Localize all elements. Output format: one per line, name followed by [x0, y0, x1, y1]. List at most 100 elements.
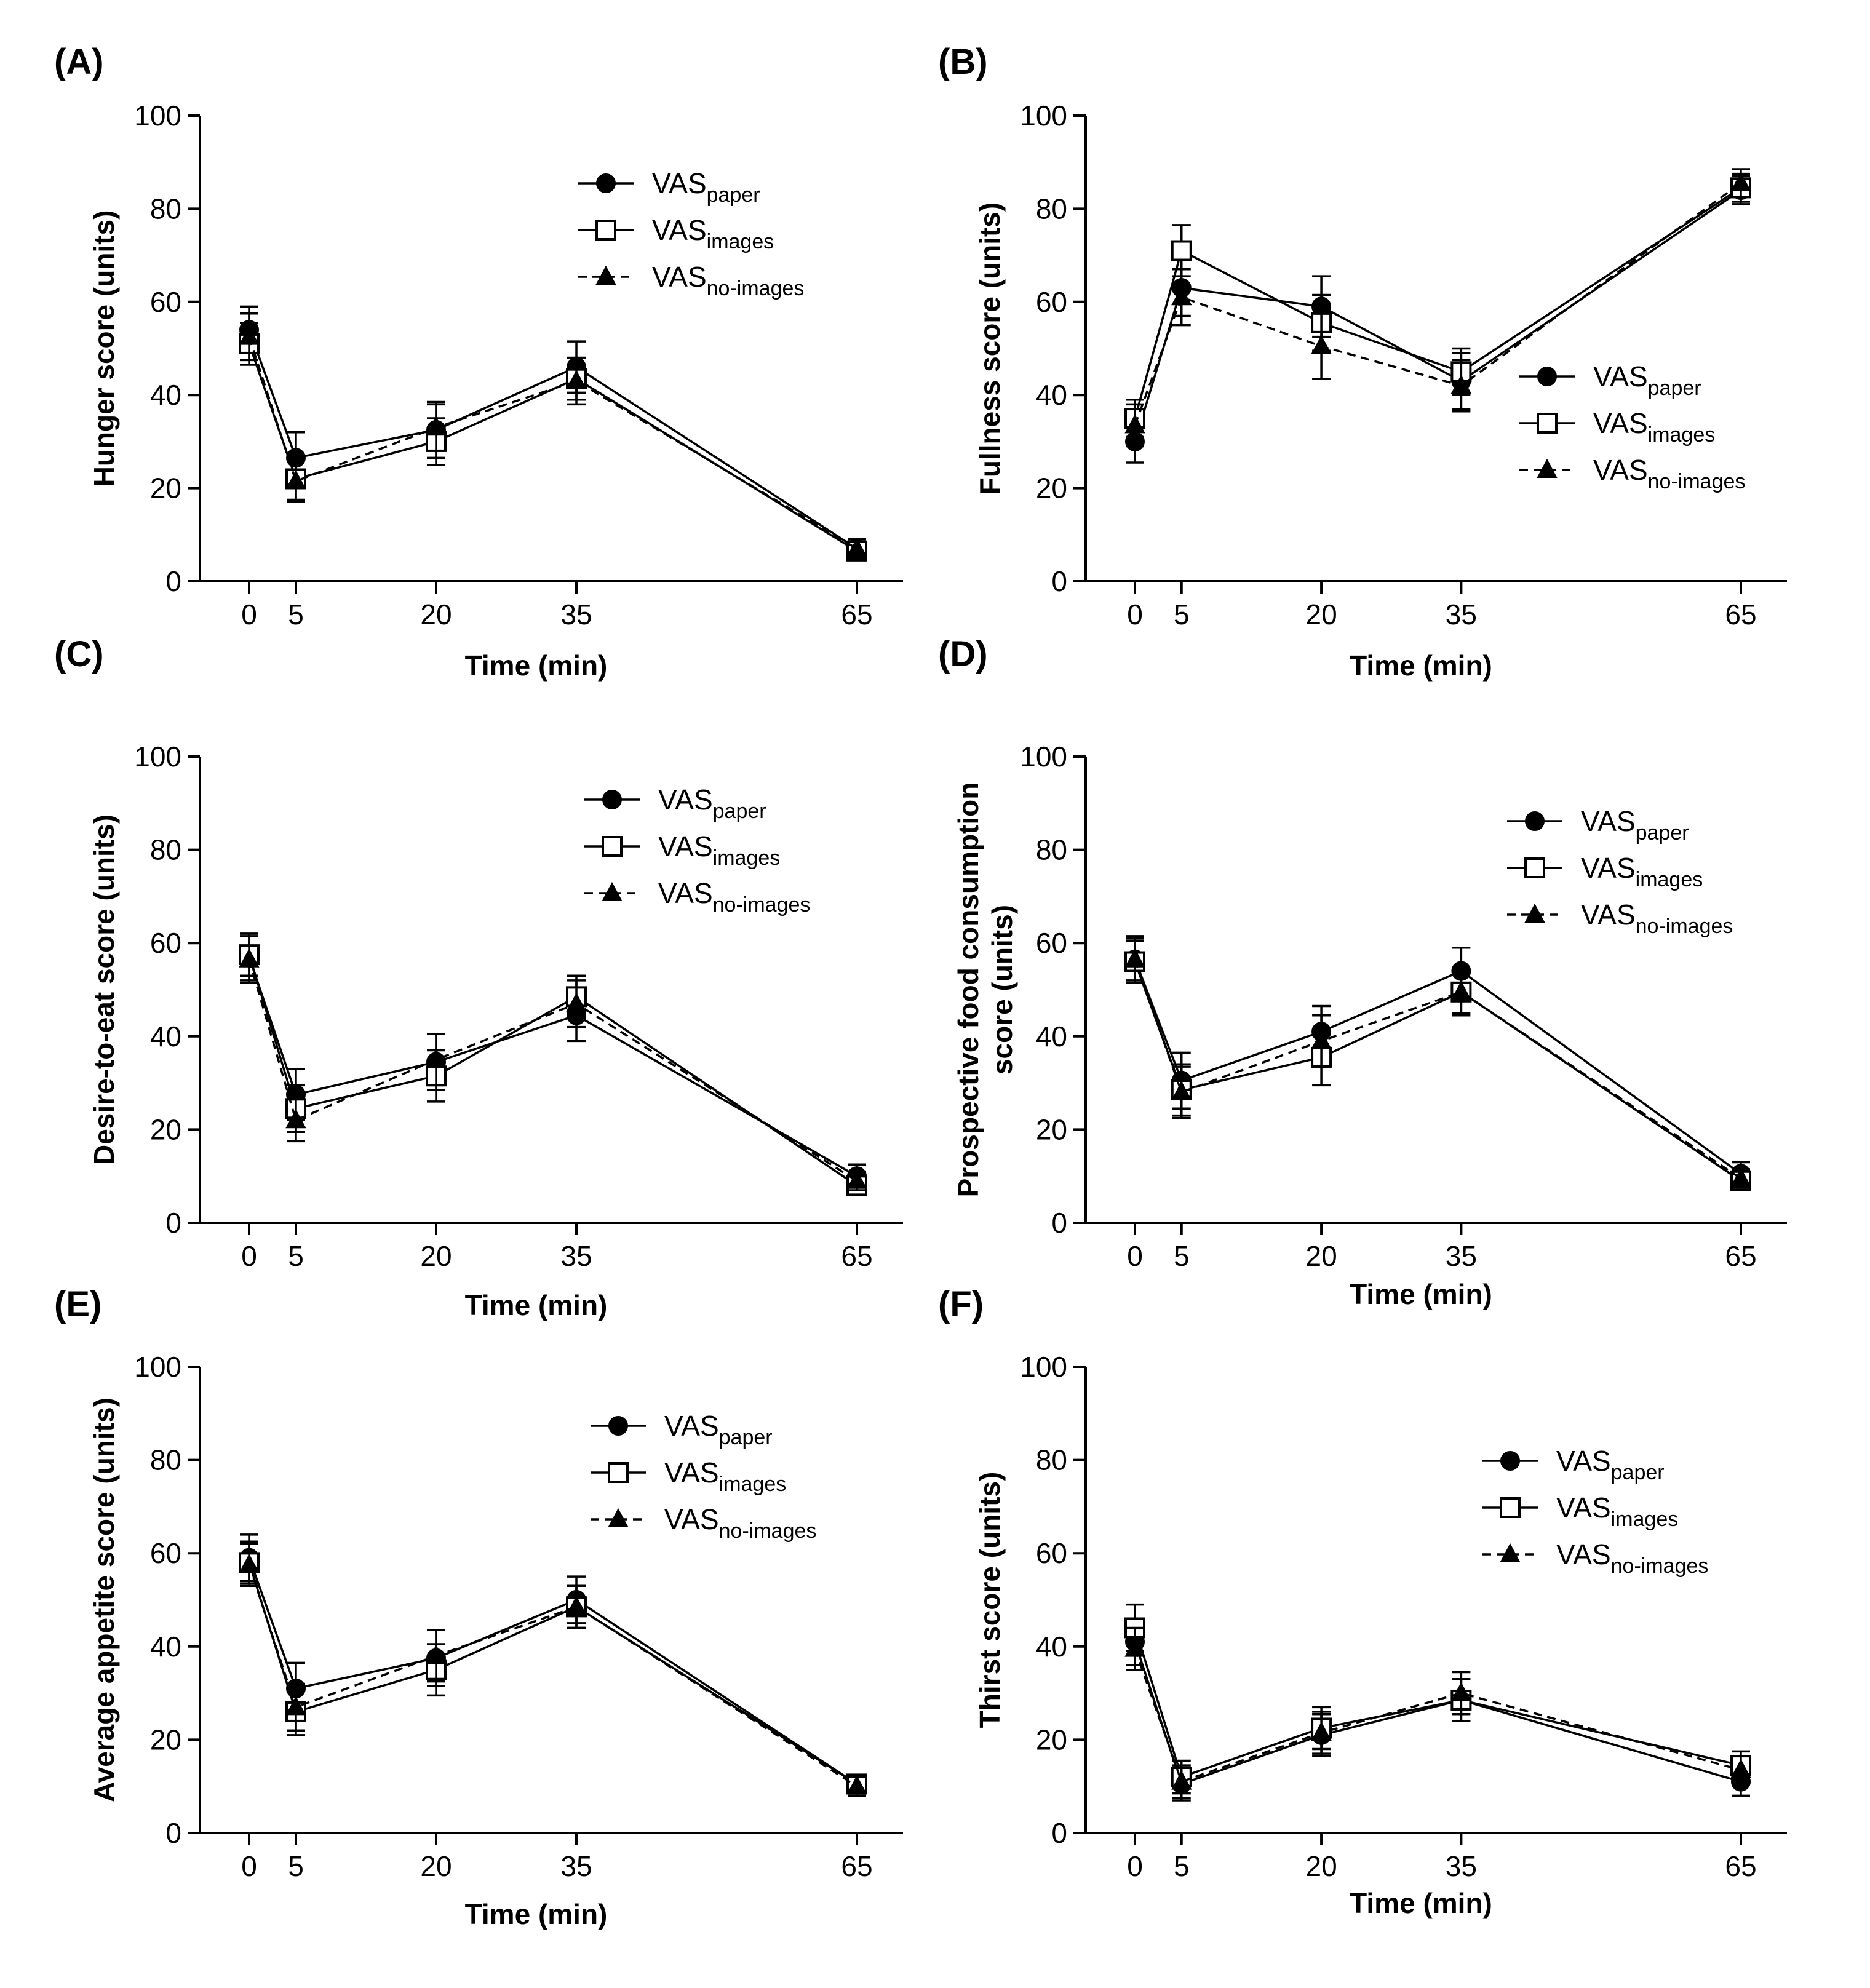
- series-images: [239, 932, 867, 1196]
- series-no-images: [1124, 168, 1751, 448]
- legend-marker: [1500, 1451, 1520, 1471]
- legend: VASpaper VASimages VASno-images: [1507, 805, 1733, 938]
- x-axis-title: Time (min): [1350, 1278, 1492, 1310]
- x-tick-label: 20: [420, 1850, 452, 1882]
- data-point: [1311, 1030, 1332, 1049]
- legend: VASpaper VASimages VASno-images: [584, 784, 810, 916]
- y-axis-title: Hunger score (units): [88, 210, 120, 487]
- data-point: [1450, 1682, 1472, 1701]
- legend-marker: [1500, 1543, 1521, 1562]
- legend-marker: [1525, 811, 1545, 831]
- data-point: [1730, 1167, 1751, 1187]
- legend: VASpaper VASimages VASno-images: [578, 167, 804, 300]
- y-tick-label: 0: [1051, 1207, 1067, 1239]
- x-axis-title: Time (min): [465, 1289, 608, 1321]
- series-line: [248, 343, 857, 552]
- y-tick-label: 60: [150, 1537, 181, 1569]
- x-axis-title: Time (min): [465, 1898, 608, 1930]
- x-tick-label: 35: [1446, 1240, 1477, 1272]
- y-tick-label: 60: [1036, 1537, 1067, 1569]
- legend-marker: [602, 836, 623, 857]
- x-tick-label: 5: [288, 1240, 304, 1272]
- legend-label: VASno-images: [658, 877, 810, 916]
- y-tick-label: 0: [1051, 565, 1067, 597]
- legend-label: VASimages: [658, 830, 780, 870]
- legend: VASpaper VASimages VASno-images: [591, 1410, 816, 1543]
- data-point: [426, 1644, 447, 1664]
- series-no-images: [1124, 1626, 1751, 1799]
- legend-label: VASpaper: [1556, 1445, 1665, 1484]
- data-point: [846, 1169, 867, 1189]
- legend-marker: [595, 220, 616, 241]
- series-line: [248, 329, 857, 550]
- series-paper: [1125, 175, 1751, 464]
- series-no-images: [239, 935, 867, 1191]
- series-images: [239, 1540, 867, 1795]
- y-tick-label: 40: [150, 379, 181, 411]
- x-axis-title: Time (min): [1350, 650, 1492, 682]
- y-tick-label: 60: [1036, 927, 1067, 959]
- series-images: [239, 322, 867, 562]
- x-tick-label: 5: [1174, 1240, 1190, 1272]
- x-tick-label: 35: [560, 598, 592, 630]
- legend-label: VASimages: [1581, 852, 1703, 891]
- x-axis-title: Time (min): [465, 650, 608, 682]
- y-tick-label: 80: [1036, 193, 1067, 225]
- data-point: [285, 1696, 306, 1716]
- series-paper: [1125, 1617, 1751, 1802]
- data-point: [1450, 374, 1472, 394]
- data-point: [1311, 1721, 1332, 1741]
- legend-label: VASpaper: [1593, 360, 1701, 400]
- y-tick-label: 0: [165, 565, 181, 597]
- y-tick-label: 100: [134, 100, 181, 132]
- series-paper: [1125, 935, 1751, 1187]
- data-point: [566, 992, 587, 1012]
- y-axis-title: Prospective food consumption: [952, 782, 984, 1198]
- series-line: [1134, 1641, 1741, 1786]
- series-line: [248, 1564, 857, 1787]
- y-tick-label: 100: [134, 741, 181, 773]
- y-axis-title: Desire-to-eat score (units): [88, 814, 120, 1165]
- series-line: [1134, 189, 1741, 442]
- y-tick-label: 80: [150, 1444, 181, 1476]
- x-tick-label: 20: [1305, 1240, 1337, 1272]
- x-tick-label: 35: [1446, 1850, 1477, 1882]
- data-point: [426, 1048, 447, 1068]
- legend-label: VASimages: [652, 214, 774, 253]
- y-tick-label: 0: [165, 1207, 181, 1239]
- x-tick-label: 5: [288, 598, 304, 630]
- x-tick-label: 5: [288, 1850, 304, 1882]
- legend-label: VASimages: [664, 1457, 786, 1496]
- y-tick-label: 100: [1020, 1351, 1067, 1383]
- y-tick-label: 60: [150, 927, 181, 959]
- legend-label: VASpaper: [664, 1410, 773, 1449]
- y-axis-title: score (units): [986, 905, 1018, 1075]
- x-tick-label: 0: [241, 1850, 257, 1882]
- legend-label: VASno-images: [1556, 1538, 1708, 1578]
- data-point: [239, 1554, 260, 1573]
- data-point: [1311, 335, 1332, 354]
- legend-marker: [602, 881, 623, 901]
- series-no-images: [239, 1543, 867, 1797]
- data-point: [1124, 414, 1145, 434]
- series-line: [248, 1562, 857, 1785]
- legend-marker: [608, 1462, 629, 1483]
- data-point: [239, 325, 260, 345]
- y-tick-label: 40: [150, 1020, 181, 1052]
- x-tick-label: 0: [241, 1240, 257, 1272]
- y-tick-label: 80: [150, 193, 181, 225]
- legend-marker: [595, 265, 616, 285]
- y-tick-label: 100: [1020, 100, 1067, 132]
- legend-marker: [608, 1416, 628, 1436]
- y-tick-label: 40: [1036, 1631, 1067, 1663]
- legend-label: VASpaper: [1581, 805, 1689, 845]
- y-tick-label: 0: [1051, 1817, 1067, 1849]
- series-line: [248, 954, 857, 1187]
- panel-label: (A): [54, 42, 104, 82]
- data-point: [1171, 286, 1192, 306]
